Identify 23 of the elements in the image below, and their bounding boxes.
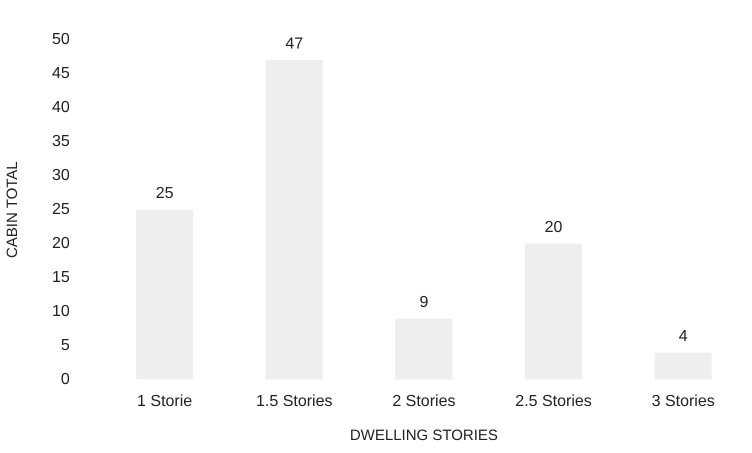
y-tick-label: 15 [52,269,70,286]
y-tick-label: 40 [52,99,70,116]
data-label: 20 [544,219,563,236]
x-tick-label: 2.5 Stories [515,392,592,410]
y-tick-label: 25 [52,201,70,218]
y-tick-label: 35 [52,133,70,150]
y-axis-title: CABIN TOTAL [4,161,22,258]
x-tick-label: 1.5 Stories [256,392,332,410]
data-label: 4 [678,328,688,345]
data-label: 47 [285,35,304,52]
data-label: 25 [156,185,174,202]
y-tick-label: 20 [52,235,70,252]
x-tick-label: 2 Stories [392,392,456,410]
x-tick-label: 1 Storie [137,392,192,410]
y-tick-label: 5 [60,337,70,354]
x-axis-title: DWELLING STORIES [350,427,498,444]
y-tick-label: 10 [52,303,70,320]
y-tick-label: 30 [52,167,70,184]
y-tick-label: 0 [60,371,70,388]
x-tick-label: 3 Stories [652,392,715,410]
data-label: 9 [419,294,428,311]
y-tick-label: 45 [52,65,70,82]
y-tick-label: 50 [52,31,70,48]
